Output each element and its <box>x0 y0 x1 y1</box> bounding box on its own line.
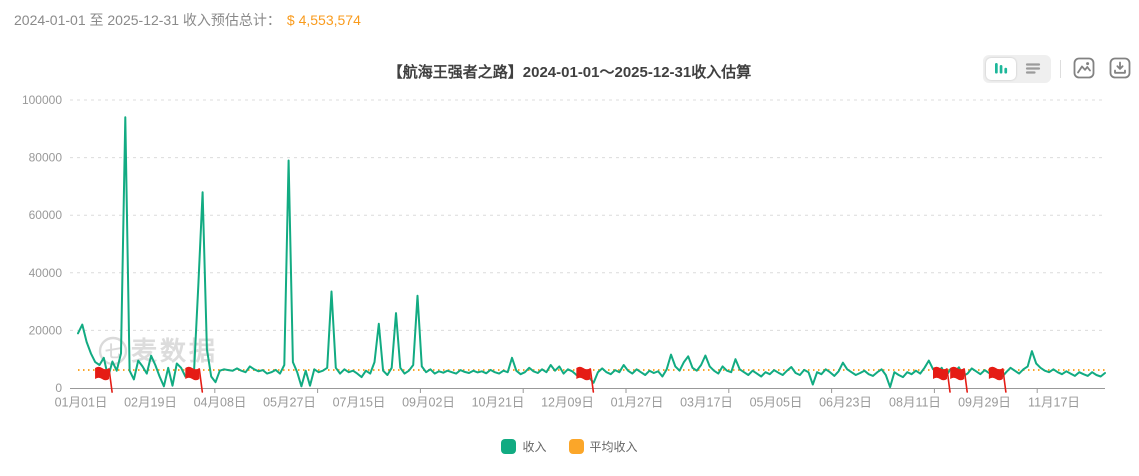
revenue-legend-label: 收入 <box>522 440 547 454</box>
x-axis-label: 01月01日 <box>55 396 108 410</box>
flag-marker[interactable] <box>95 366 113 393</box>
watermark-logo-glyph: 七 <box>105 343 121 361</box>
x-axis-label: 11月17日 <box>1028 396 1080 410</box>
chart-legend: 收入 平均收入 <box>0 438 1139 455</box>
chart-toolbar <box>983 55 1133 83</box>
flag-marker[interactable] <box>950 366 968 393</box>
chart-title: 【航海王强者之路】2024-01-01～2025-12-31收入估算 <box>387 64 752 81</box>
x-axis-label: 05月27日 <box>263 396 316 410</box>
watermark-text: 麦数据 <box>131 336 218 366</box>
flag-marker[interactable] <box>988 366 1007 393</box>
x-axis-label: 07月15日 <box>333 396 386 410</box>
x-axis-label: 12月09日 <box>541 396 594 410</box>
y-axis-label: 100000 <box>22 93 62 107</box>
x-axis-label: 09月02日 <box>402 396 455 410</box>
download-button[interactable] <box>1106 56 1133 83</box>
x-axis-label: 03月17日 <box>680 396 733 410</box>
download-icon <box>1107 55 1133 84</box>
chart-view-button[interactable] <box>986 58 1016 80</box>
x-axis-label: 06月23日 <box>819 396 872 410</box>
y-axis-label: 0 <box>55 381 62 395</box>
export-image-button[interactable] <box>1070 56 1097 83</box>
x-axis-label: 10月21日 <box>472 396 525 410</box>
x-axis-label: 08月11日 <box>889 396 941 410</box>
view-toggle-group <box>983 55 1051 83</box>
x-axis-label: 02月19日 <box>124 396 177 410</box>
bar-chart-icon <box>992 59 1010 80</box>
table-view-button[interactable] <box>1018 58 1048 80</box>
toolbar-divider <box>1060 60 1061 78</box>
y-axis-label: 20000 <box>29 323 63 337</box>
revenue-legend-swatch <box>501 439 517 454</box>
image-icon <box>1071 55 1097 84</box>
legend-item-average-revenue[interactable]: 平均收入 <box>568 438 638 455</box>
x-axis-label: 05月05日 <box>750 396 803 410</box>
legend-item-revenue[interactable]: 收入 <box>501 438 547 455</box>
header-summary: 2024-01-01 至 2025-12-31 收入预估总计： $ 4,553,5… <box>14 10 361 30</box>
y-axis-label: 40000 <box>29 266 63 280</box>
x-axis-label: 01月27日 <box>611 396 664 410</box>
summary-total-value: $ 4,553,574 <box>286 12 361 28</box>
watermark: 七麦数据 <box>98 336 218 366</box>
x-axis-label: 09月29日 <box>958 396 1011 410</box>
list-icon <box>1024 59 1042 80</box>
average-revenue-legend-swatch <box>568 439 584 454</box>
revenue-line-chart[interactable]: 0 20000 40000 60000 80000 100000 七麦数据 01月01日 02月… <box>0 88 1139 440</box>
average-revenue-legend-label: 平均收入 <box>589 440 638 454</box>
summary-label: 2024-01-01 至 2025-12-31 收入预估总计： <box>14 12 281 28</box>
chart-canvas: 0 20000 40000 60000 80000 100000 七 麦数据 01月01日 02月… <box>22 93 1106 410</box>
flag-marker[interactable] <box>576 366 595 393</box>
flag-marker[interactable] <box>933 366 951 393</box>
x-axis-label: 04月08日 <box>194 396 247 410</box>
y-axis-label: 60000 <box>29 208 63 222</box>
y-axis-label: 80000 <box>29 151 63 165</box>
flag-marker[interactable] <box>185 366 204 393</box>
